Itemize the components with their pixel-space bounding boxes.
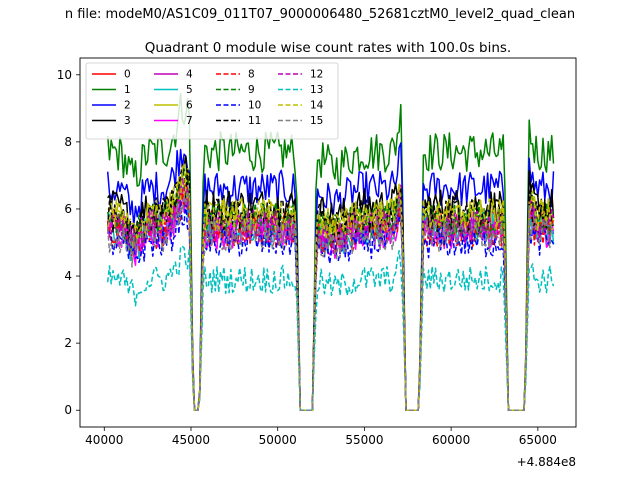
series-line-15	[106, 190, 554, 411]
legend-label-4: 4	[186, 69, 193, 81]
legend-label-2: 2	[124, 100, 131, 112]
chart-suptitle: n file: modeM0/AS1C09_011T07_9000006480_…	[65, 7, 575, 22]
x-tick-label: 50000	[259, 433, 297, 447]
x-tick-label: 45000	[172, 433, 210, 447]
plot-frame	[79, 57, 577, 428]
x-tick-label: 40000	[85, 433, 123, 447]
series-line-9	[106, 166, 555, 411]
y-tick-label: 10	[57, 68, 72, 82]
x-tick-label: 65000	[519, 433, 557, 447]
series-line-2	[106, 142, 555, 411]
legend-label-1: 1	[124, 84, 131, 96]
legend-label-7: 7	[186, 115, 193, 127]
legend-label-8: 8	[248, 69, 255, 81]
series-line-12	[106, 176, 555, 411]
legend-label-6: 6	[186, 100, 193, 112]
legend-label-0: 0	[124, 69, 131, 81]
y-tick-label: 8	[64, 135, 72, 149]
legend-label-14: 14	[310, 100, 324, 112]
legend-label-5: 5	[186, 84, 193, 96]
y-tick-label: 0	[64, 403, 72, 417]
y-tick-label: 6	[64, 202, 72, 216]
legend-label-15: 15	[310, 115, 323, 127]
legend-label-12: 12	[310, 69, 323, 81]
legend-label-10: 10	[248, 100, 261, 112]
legend-label-11: 11	[248, 115, 261, 127]
chart-title: Quadrant 0 module wise count rates with …	[145, 40, 511, 56]
x-tick-label: 60000	[432, 433, 470, 447]
series-line-14	[106, 162, 554, 411]
legend-box	[85, 62, 339, 140]
legend-label-3: 3	[124, 115, 131, 127]
y-tick-label: 2	[64, 336, 72, 350]
legend-label-9: 9	[248, 84, 255, 96]
legend-label-13: 13	[310, 84, 323, 96]
x-tick-label: 55000	[345, 433, 383, 447]
series-line-13	[106, 245, 555, 411]
series-line-11	[106, 164, 555, 411]
x-offset-label: +4.884e8	[517, 455, 576, 469]
y-tick-label: 4	[64, 269, 72, 283]
series-layer	[106, 92, 555, 411]
